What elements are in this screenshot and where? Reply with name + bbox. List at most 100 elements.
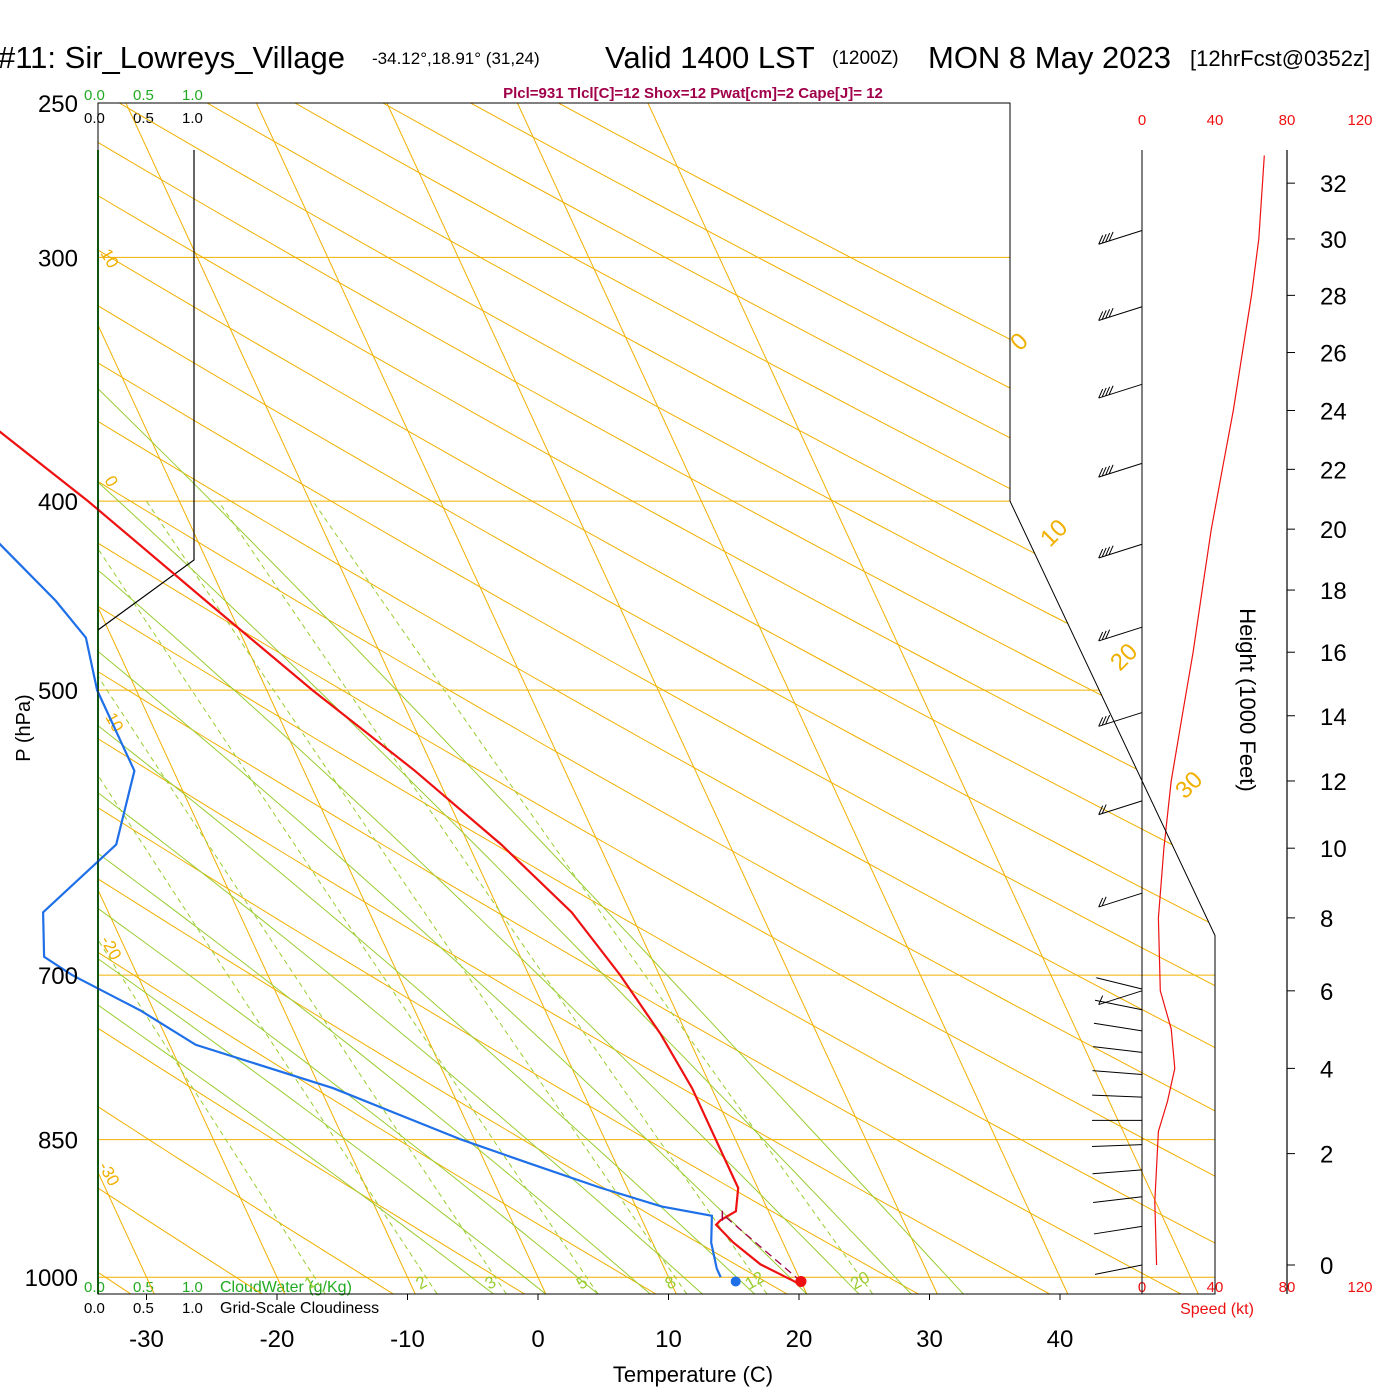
wind-barb-flag: [1105, 232, 1111, 243]
wind-barb-flag: [1098, 548, 1104, 559]
wind-barb-flag: [1108, 307, 1114, 318]
wind-barb-shaft: [1093, 1022, 1143, 1032]
dry-adiabat-330: [98, 103, 1215, 1294]
mixing-ratio-label-12: 12: [742, 1268, 768, 1294]
moist-adiabat-32: [98, 135, 964, 1294]
mixing-ratio-line-20: [312, 500, 874, 1294]
wind-barb-flag: [1098, 235, 1104, 245]
wind-barb-flag: [1101, 630, 1107, 641]
mixing-ratio-line-8: [145, 500, 688, 1294]
wind-barb-shaft: [1093, 1046, 1143, 1053]
height-tick-6: 6: [1320, 979, 1333, 1006]
dry-adiabat-410: [98, 103, 1215, 1294]
dry-adiabat-370: [98, 103, 1215, 1294]
pressure-tick-400: 400: [38, 489, 78, 516]
height-tick-8: 8: [1320, 906, 1333, 933]
cloudiness-tick-2: 1.0: [182, 110, 203, 127]
wind-barb-shaft: [1094, 999, 1143, 1011]
mixing-ratio-line-2: [98, 500, 438, 1294]
moist-adiabat-16: [98, 135, 755, 1294]
speed-top-tick-0: 0: [1138, 112, 1146, 129]
isotherm-50: [647, 103, 1199, 1294]
dry-adiabat-340: [98, 103, 1215, 1294]
wind-barb-flag: [1098, 467, 1104, 478]
speed-scale: 0 40 80 120 0 40 80 120 Speed (kt): [1138, 112, 1373, 1318]
dry-adiabat-290: [98, 103, 788, 1294]
height-tick-18: 18: [1320, 578, 1347, 605]
cloudwater-bottom-tick-0: 0.0: [84, 1279, 105, 1296]
parcel-path: [724, 1216, 802, 1282]
isotherm-0: [98, 103, 547, 1294]
height-tick-20: 20: [1320, 517, 1347, 544]
isotherm-20: [255, 103, 808, 1294]
pressure-tick-500: 500: [38, 678, 78, 705]
wind-speed-profile: [1154, 155, 1265, 1266]
utc-time: (1200Z): [832, 48, 899, 69]
height-tick-10: 10: [1320, 836, 1347, 863]
isotherm-label-right-20: 20: [1105, 638, 1143, 676]
wind-barb-flag: [1098, 805, 1104, 815]
moist-adiabat-4: [98, 135, 599, 1294]
mixing-ratio-label-3: 3: [482, 1272, 500, 1293]
cloudwater-tick-0: 0.0: [84, 87, 105, 104]
temp-tick-40: 40: [1047, 1326, 1074, 1353]
pressure-tick-300: 300: [38, 245, 78, 272]
wind-barb-flag: [1101, 387, 1107, 398]
wind-barb-flag: [1101, 547, 1107, 558]
moist-adiabat--4: [98, 135, 494, 1294]
dry-adiabat-300: [98, 103, 919, 1294]
wind-barb-flag: [1098, 631, 1104, 642]
temp-tick-30: 30: [916, 1326, 943, 1353]
cloudwater-label: CloudWater (g/Kg): [220, 1279, 352, 1296]
dry-adiabat-310: [98, 103, 1050, 1294]
y-axis-title: P (hPa): [13, 694, 35, 761]
isotherm-40: [516, 103, 1069, 1294]
dry-adiabat-320: [98, 103, 1182, 1294]
wind-barb-shaft: [1092, 1070, 1143, 1075]
dry-adiabat-350: [98, 103, 1215, 1294]
pressure-tick-250: 250: [38, 91, 78, 118]
wind-barb-flag: [1108, 464, 1114, 475]
wind-barb-shaft: [1093, 1225, 1143, 1235]
wind-barb-flag: [1105, 629, 1111, 639]
params-line: Plcl=931 Tlcl[C]=12 Shox=12 Pwat[cm]=2 C…: [503, 85, 883, 102]
wind-barb-flag: [1108, 231, 1114, 242]
isotherm-30: [386, 103, 938, 1294]
isotherm--20: [98, 103, 286, 1294]
isotherm-label-right-30: 30: [1170, 766, 1208, 804]
mixing-ratio-line-1: [98, 500, 326, 1294]
dry-adiabat-440: [294, 103, 1215, 1294]
speed-top-tick-2: 80: [1279, 112, 1296, 129]
wind-barb-flag: [1098, 717, 1104, 727]
isotherm-label-left-minus10: -10: [99, 705, 128, 736]
wind-barb-shaft: [1092, 1144, 1143, 1147]
moist-adiabat-24: [98, 135, 860, 1294]
isotherm--10: [98, 103, 416, 1294]
cloudiness-bottom-tick-2: 1.0: [182, 1300, 203, 1317]
height-tick-4: 4: [1320, 1056, 1333, 1083]
temp-tick--30: -30: [129, 1326, 164, 1353]
moist-adiabat-0: [98, 135, 547, 1294]
isotherm-10: [125, 103, 677, 1294]
speed-bottom-tick-3: 120: [1347, 1279, 1372, 1296]
wind-barb-shaft: [1092, 1094, 1143, 1098]
temperature-profile: [0, 430, 804, 1287]
height-tick-16: 16: [1320, 640, 1347, 667]
wind-barb-flag: [1098, 388, 1104, 399]
cloudiness-tick-0: 0.0: [84, 110, 105, 127]
cloudiness-profile: [97, 150, 195, 631]
x-axis-title: Temperature (C): [613, 1362, 773, 1387]
pressure-tick-1000: 1000: [25, 1265, 78, 1292]
moist-adiabat-20: [98, 135, 808, 1294]
height-tick-12: 12: [1320, 769, 1347, 796]
height-tick-26: 26: [1320, 341, 1347, 368]
cloudiness-bottom-tick-0: 0.0: [84, 1300, 105, 1317]
speed-label: Speed (kt): [1180, 1301, 1254, 1318]
isotherm-label-right-10: 10: [1035, 514, 1073, 552]
dry-adiabat-380: [98, 103, 1215, 1294]
cloudwater-tick-1: 0.5: [133, 87, 154, 104]
temp-tick-0: 0: [531, 1326, 544, 1353]
